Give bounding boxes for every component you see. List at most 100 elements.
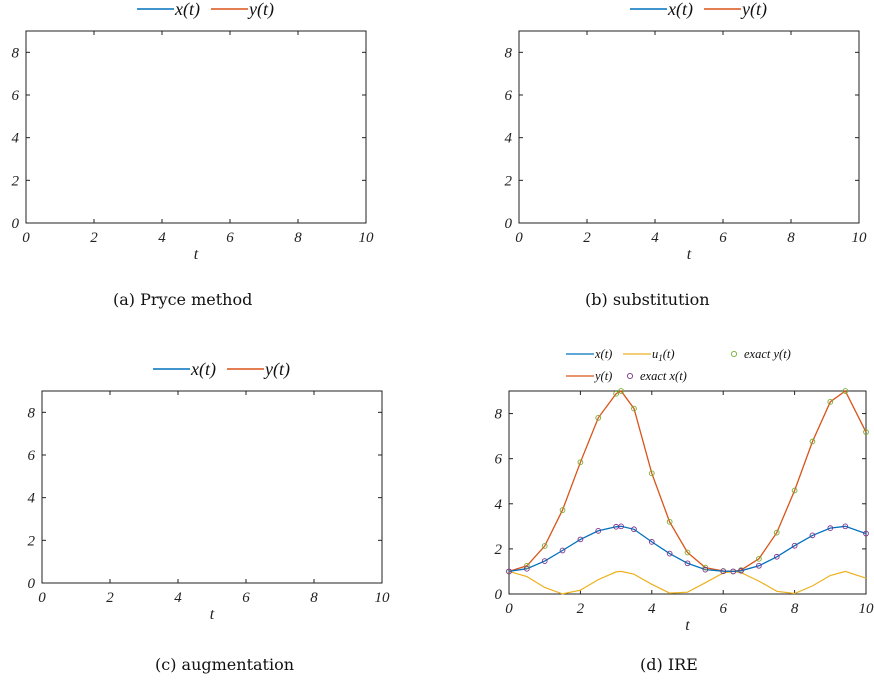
legend-x-label: x(t) [174,0,200,20]
exact-y-marker [613,390,619,397]
exact-x-marker [809,532,816,539]
legend-exact-x-label: exact x(t) [640,369,687,383]
y-tick-label: 4 [495,497,503,513]
exact-x-marker [559,547,566,554]
panel-c-augmentation: 0 2 4 6 8 10 0 2 4 6 8 t x(t) y(t) [28,359,391,623]
exact-y-marker [618,388,624,394]
exact-y-marker [791,487,798,494]
exact-x-marker [720,568,727,575]
y-tick-label: 0 [12,216,20,232]
exact-x-marker [863,530,869,537]
exact-x-marker [541,558,548,564]
exact-y-marker [842,388,849,394]
legend-u1-subscript: 1 [658,353,663,363]
exact-y-marker [577,459,584,466]
exact-y-marker [756,555,762,562]
exact-y-marker [809,438,816,445]
exact-y-marker [631,405,637,412]
caption-d: (d) IRE [640,655,698,674]
x-tick-label: 6 [242,590,250,606]
x-tick-label: 10 [859,601,874,617]
y-tick-label: 2 [495,542,503,558]
exact-x-marker [773,553,780,560]
y-tick-label: 0 [505,216,513,232]
exact-x-marker [506,568,512,575]
axes-box [25,30,367,224]
x-tick-label: 10 [359,230,375,246]
x-tick-label: 6 [226,230,234,246]
x-tick-label: 0 [515,230,523,246]
exact-y-marker [648,470,655,477]
y-tick-label: 8 [505,45,513,61]
exact-x-marker [702,566,709,573]
x-axis-label: t [687,246,692,263]
legend-x-label: x(t) [190,359,216,380]
x-tick-label: 6 [719,601,727,617]
exact-y-marker [827,398,834,405]
x-tick-label: 4 [158,230,166,246]
x-tick-label: 2 [577,601,585,617]
exact-x-marker [827,525,834,531]
x-tick-label: 4 [174,590,182,606]
y-tick-label: 4 [28,491,36,507]
legend-exact-y-label: exact y(t) [744,347,791,361]
series-y-line [508,390,867,573]
exact-x-marker [648,539,655,545]
exact-x-marker [684,560,691,567]
x-tick-label: 2 [106,590,114,606]
x-tick-label: 8 [310,590,318,606]
y-tick-label: 6 [12,88,20,104]
x-axis-label: t [210,606,215,623]
x-axis-label: t [194,246,199,263]
legend-y-label: y(t) [247,0,274,20]
exact-y-marker [702,564,709,571]
x-tick-label: 2 [90,230,98,246]
exact-y-marker [595,414,602,421]
panel-d-ire: 0 2 4 6 8 10 0 2 4 6 8 t x(t) u1(t) exact y(t) y(t) exac… [495,347,874,634]
x-tick-label: 10 [375,590,391,606]
exact-x-marker [730,568,737,575]
axes-box [508,390,867,595]
x-tick-label: 10 [852,230,868,246]
x-tick-label: 4 [648,601,656,617]
legend-y-label: y(t) [593,369,612,383]
x-tick-label: 0 [22,230,30,246]
x-tick-label: 8 [791,601,799,617]
legend-x-label: x(t) [594,347,612,361]
exact-y-marker [666,518,673,525]
exact-y-marker [863,429,869,435]
caption-a: (a) Pryce method [113,290,253,309]
y-tick-label: 6 [28,448,36,464]
y-tick-label: 4 [12,131,20,147]
x-tick-label: 4 [651,230,659,246]
x-tick-label: 6 [719,230,727,246]
y-tick-label: 8 [12,45,20,61]
x-tick-label: 2 [583,230,591,246]
x-tick-label: 0 [505,601,513,617]
x-tick-label: 0 [38,590,46,606]
x-axis-label: t [685,617,690,634]
exact-x-marker [666,550,673,557]
y-tick-label: 6 [495,452,503,468]
exact-y-marker [773,529,780,536]
legend-u1-label: u1(t) [652,347,675,363]
exact-x-marker [595,527,602,534]
y-tick-label: 8 [495,407,503,423]
y-tick-label: 2 [12,173,20,189]
legend-y-label: y(t) [740,0,767,20]
exact-x-marker [756,562,762,569]
legend-u1-suffix: (t) [663,347,675,361]
y-tick-label: 0 [28,576,36,592]
exact-x-marker [842,523,849,530]
series-u1-line [508,570,867,595]
legend-exact-y-marker [730,350,738,358]
caption-b: (b) substitution [585,290,710,309]
exact-y-marker [559,507,566,513]
axes-box [518,30,860,224]
exact-y-marker [523,562,530,569]
legend-x-label: x(t) [667,0,693,20]
series-x-line [508,525,867,573]
exact-x-marker [577,536,584,543]
x-tick-label: 8 [787,230,795,246]
